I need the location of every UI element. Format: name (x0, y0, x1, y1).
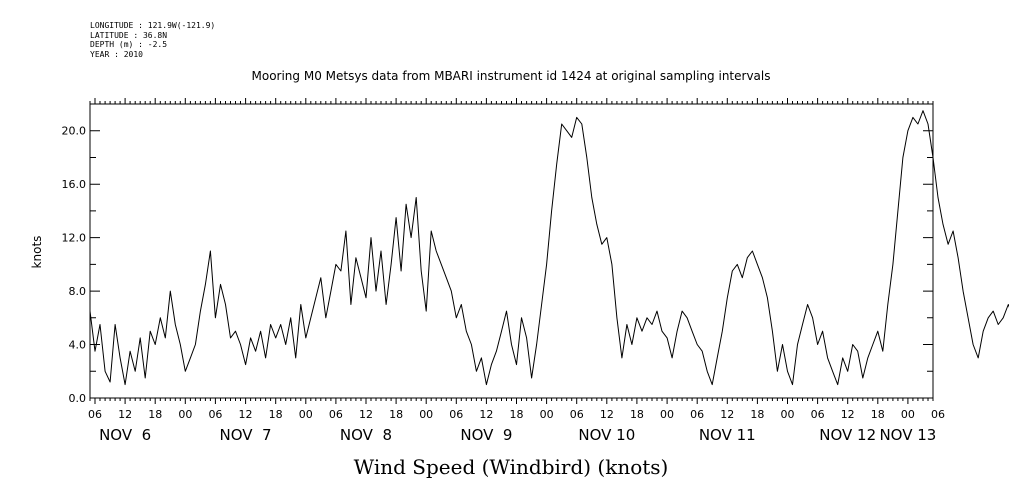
x-tick-label: 00 (299, 408, 313, 421)
x-tick-label: 18 (148, 408, 162, 421)
station-metadata: LONGITUDE : 121.9W(-121.9) LATITUDE : 36… (90, 21, 215, 59)
x-tick-label: 18 (389, 408, 403, 421)
x-tick-label: 18 (630, 408, 644, 421)
chart-title: Mooring M0 Metsys data from MBARI instru… (252, 69, 771, 83)
x-tick-label: 00 (178, 408, 192, 421)
x-tick-label: 00 (660, 408, 674, 421)
x-tick-label: 00 (540, 408, 554, 421)
x-tick-label: 18 (750, 408, 764, 421)
x-axis-label: Wind Speed (Windbird) (knots) (354, 455, 669, 479)
x-tick-label: 06 (570, 408, 584, 421)
series-group (89, 110, 1009, 386)
x-tick-label: 12 (118, 408, 132, 421)
date-label: NOV 8 (340, 426, 392, 444)
x-tick-label: 06 (329, 408, 343, 421)
wind-speed-series-line (89, 110, 1009, 386)
x-tick-label: 18 (269, 408, 283, 421)
plot-frame (89, 103, 934, 399)
longitude-text: LONGITUDE : 121.9W(-121.9) (90, 21, 216, 30)
y-tick-label: 0.0 (69, 392, 87, 405)
tick-marks (89, 98, 934, 404)
date-label: NOV 12 (819, 426, 876, 444)
x-tick-label: 12 (479, 408, 493, 421)
x-tick-label: 12 (841, 408, 855, 421)
date-label: NOV 9 (460, 426, 512, 444)
x-tick-label: 12 (239, 408, 253, 421)
date-labels: NOV 6 NOV 7 NOV 8 NOV 9 NOV 10 NOV 11 NOV 12 NO… (99, 426, 936, 444)
x-tick-label: 18 (871, 408, 885, 421)
x-tick-label: 12 (720, 408, 734, 421)
x-tick-label: 00 (780, 408, 794, 421)
x-tick-label: 12 (600, 408, 614, 421)
date-label: NOV 6 (99, 426, 151, 444)
x-tick-label: 06 (931, 408, 945, 421)
x-tick-label: 06 (690, 408, 704, 421)
y-tick-label: 16.0 (62, 178, 87, 191)
date-label: NOV 10 (578, 426, 635, 444)
date-label: NOV 11 (699, 426, 756, 444)
x-tick-labels: 06 12 18 00 06 12 18 00 06 12 18 00 06 12 18 00 06 12 18 00… (88, 408, 945, 421)
year-text: YEAR : 2010 (90, 49, 143, 59)
depth-text: DEPTH (m) : -2.5 (90, 40, 168, 49)
x-tick-label: 06 (811, 408, 825, 421)
x-tick-label: 06 (208, 408, 222, 421)
y-tick-label: 12.0 (62, 232, 87, 245)
x-tick-label: 00 (901, 408, 915, 421)
x-tick-label: 00 (419, 408, 433, 421)
x-tick-label: 12 (359, 408, 373, 421)
date-label: NOV 13 (879, 426, 936, 444)
y-tick-label: 20.0 (62, 125, 87, 138)
x-tick-label: 06 (449, 408, 463, 421)
x-tick-label: 18 (510, 408, 524, 421)
y-axis-label: knots (30, 236, 44, 269)
y-tick-labels: 0.0 4.0 8.0 12.0 16.0 20.0 (62, 125, 87, 405)
x-tick-label: 06 (88, 408, 102, 421)
latitude-text: LATITUDE : 36.8N (90, 30, 168, 40)
axis-ticks (89, 98, 934, 404)
y-tick-label: 8.0 (69, 285, 87, 298)
y-tick-label: 4.0 (69, 339, 87, 352)
date-label: NOV 7 (219, 426, 271, 444)
